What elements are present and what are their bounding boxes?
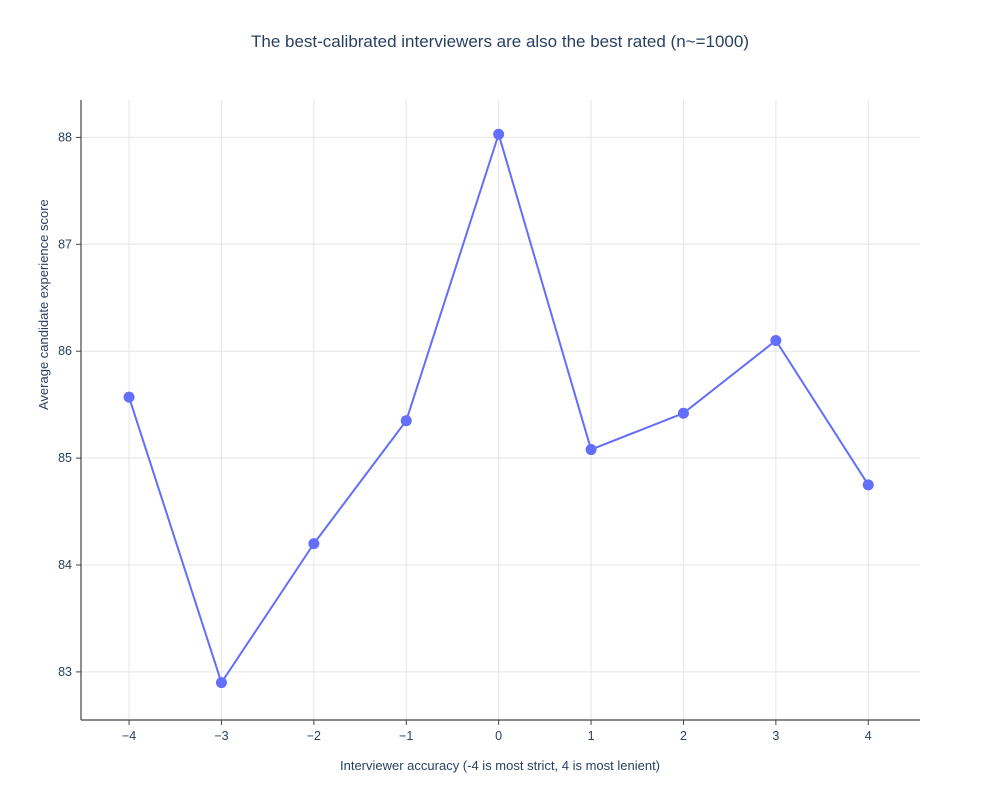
y-tick-label: 83 [58,665,72,679]
y-tick-label: 86 [58,344,72,358]
data-point-marker [677,407,689,419]
data-point-marker [493,128,505,140]
x-axis-title: Interviewer accuracy (-4 is most strict,… [339,758,661,773]
x-tick-label: −3 [214,729,228,743]
data-point-marker [215,677,227,689]
data-point-marker [308,538,320,550]
x-tick-label: 4 [865,729,872,743]
x-tick-label: 3 [772,729,779,743]
x-tick-label: −1 [399,729,413,743]
data-point-marker [770,335,782,347]
data-point-marker [123,391,135,403]
y-tick-label: 85 [58,451,72,465]
data-point-marker [585,444,597,456]
x-tick-label: 2 [680,729,687,743]
data-point-marker [400,415,412,427]
x-tick-label: 1 [588,729,595,743]
y-tick-label: 84 [58,558,72,572]
data-point-marker [862,479,874,491]
x-tick-label: 0 [495,729,502,743]
x-tick-label: −4 [122,729,136,743]
y-tick-label: 88 [58,130,72,144]
chart-title: The best-calibrated interviewers are als… [251,32,749,51]
y-tick-label: 87 [58,237,72,251]
x-tick-label: −2 [307,729,321,743]
